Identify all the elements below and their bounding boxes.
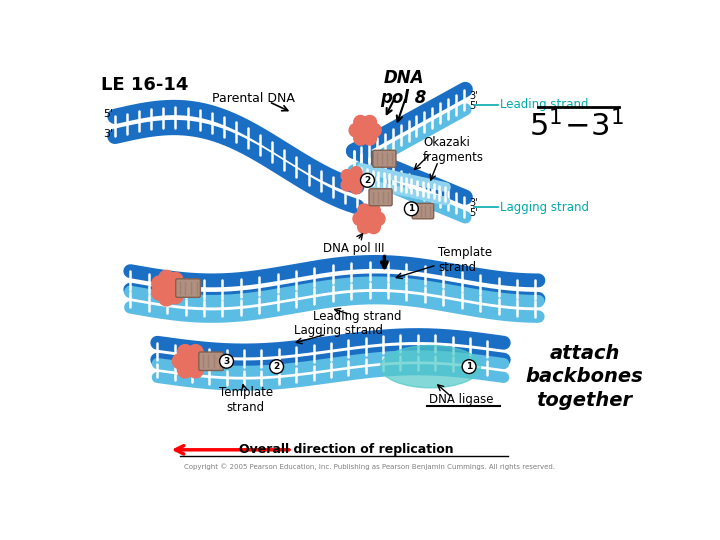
Text: 1: 1 <box>408 204 415 213</box>
Text: 3': 3' <box>469 91 478 100</box>
Text: 3: 3 <box>223 357 230 366</box>
Circle shape <box>462 360 476 374</box>
Text: Overall direction of replication: Overall direction of replication <box>238 443 453 456</box>
Circle shape <box>354 116 367 129</box>
Text: 2: 2 <box>274 362 280 371</box>
Text: Parental DNA: Parental DNA <box>212 92 295 105</box>
Circle shape <box>159 291 174 306</box>
Text: 1: 1 <box>466 362 472 371</box>
Circle shape <box>354 131 367 145</box>
Circle shape <box>359 124 372 137</box>
Circle shape <box>356 174 368 186</box>
Circle shape <box>349 124 363 137</box>
FancyBboxPatch shape <box>369 189 392 206</box>
Text: Okazaki
fragments: Okazaki fragments <box>423 136 484 164</box>
Text: Template
strand: Template strand <box>219 386 273 414</box>
Circle shape <box>341 170 353 181</box>
Text: Leading strand: Leading strand <box>500 98 588 111</box>
Circle shape <box>367 220 380 234</box>
Circle shape <box>361 173 374 187</box>
Circle shape <box>168 272 183 288</box>
Circle shape <box>341 179 353 191</box>
Circle shape <box>350 182 362 194</box>
Circle shape <box>168 288 183 304</box>
Circle shape <box>372 212 385 226</box>
Text: 3': 3' <box>469 198 478 208</box>
Circle shape <box>363 131 377 145</box>
Text: DNA ligase: DNA ligase <box>429 393 494 406</box>
Circle shape <box>367 204 380 218</box>
Circle shape <box>178 345 193 360</box>
Circle shape <box>358 220 371 234</box>
Circle shape <box>183 354 198 369</box>
Circle shape <box>362 212 376 226</box>
Circle shape <box>188 363 203 378</box>
Circle shape <box>188 345 203 360</box>
Text: attach
backbones
together: attach backbones together <box>526 343 644 410</box>
Text: DNA pol III: DNA pol III <box>323 241 384 254</box>
Circle shape <box>193 354 208 369</box>
Circle shape <box>270 360 284 374</box>
Text: 3': 3' <box>103 129 113 139</box>
Circle shape <box>172 354 188 369</box>
Circle shape <box>350 167 362 179</box>
Circle shape <box>161 280 176 296</box>
Text: 2: 2 <box>364 176 371 185</box>
Text: 5': 5' <box>469 208 478 218</box>
Text: LE 16-14: LE 16-14 <box>101 76 189 94</box>
Text: Template
strand: Template strand <box>438 246 492 274</box>
Circle shape <box>363 116 377 129</box>
Text: DNA
pol 8: DNA pol 8 <box>380 69 427 107</box>
Circle shape <box>178 363 193 378</box>
Circle shape <box>348 174 359 186</box>
Circle shape <box>152 276 167 291</box>
Text: Lagging strand: Lagging strand <box>294 324 383 337</box>
FancyBboxPatch shape <box>412 204 433 219</box>
FancyBboxPatch shape <box>199 352 223 370</box>
Circle shape <box>358 204 371 218</box>
FancyBboxPatch shape <box>373 150 396 167</box>
Circle shape <box>159 271 174 286</box>
Text: Lagging strand: Lagging strand <box>500 201 589 214</box>
Text: 5': 5' <box>469 100 478 111</box>
Circle shape <box>353 212 366 226</box>
Ellipse shape <box>381 346 481 388</box>
Circle shape <box>368 124 381 137</box>
Circle shape <box>152 285 167 300</box>
Text: 5': 5' <box>103 109 113 119</box>
FancyBboxPatch shape <box>176 279 200 298</box>
Circle shape <box>171 280 186 296</box>
Text: $5^1\!-\!3^1$: $5^1\!-\!3^1$ <box>529 110 624 143</box>
Text: Leading strand: Leading strand <box>313 310 402 323</box>
Circle shape <box>220 354 233 368</box>
Circle shape <box>405 202 418 215</box>
Text: Copyright © 2005 Pearson Education, Inc. Publishing as Pearson Benjamin Cummings: Copyright © 2005 Pearson Education, Inc.… <box>184 463 554 470</box>
